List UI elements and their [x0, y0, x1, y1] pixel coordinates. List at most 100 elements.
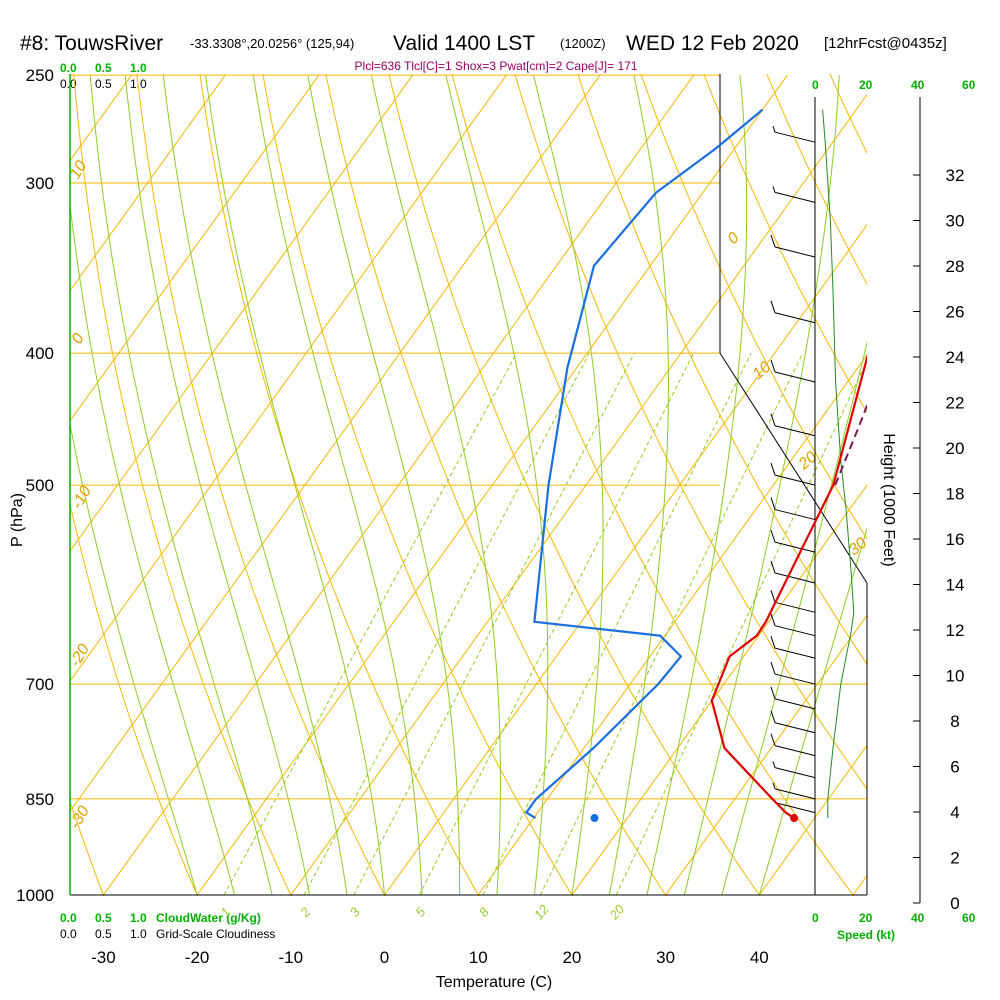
valid-zulu: (1200Z) — [560, 36, 606, 51]
dry-adiabat-line — [882, 51, 1000, 924]
cloudwater-scale-top-2: 1.0 — [130, 61, 147, 75]
wind-barb-flag — [770, 613, 776, 626]
x-tick-label: 10 — [469, 948, 488, 967]
wind-barb-flag — [770, 686, 776, 700]
isotherm-line — [477, 354, 867, 896]
station-coords: -33.3308°,20.0256° (125,94) — [190, 36, 354, 51]
mixing-ratio-line — [615, 359, 867, 896]
wind-barb-flag — [772, 126, 776, 133]
wind-scale-top-0: 0 — [812, 78, 819, 92]
cloudwater-scale-bottom-1: 0.5 — [95, 911, 112, 925]
moist-adiabat-line — [533, 75, 604, 896]
isotherm-label: -10 — [69, 483, 95, 512]
wind-barb-flag — [770, 300, 776, 313]
cloudwater-label: CloudWater (g/Kg) — [156, 911, 261, 925]
dry-adiabat-line — [577, 74, 867, 666]
x-tick-label: -10 — [279, 948, 304, 967]
wind-barb — [774, 509, 816, 521]
dry-adiabat-line — [640, 74, 867, 540]
isotherm-line — [758, 744, 867, 896]
wind-barb — [774, 371, 816, 383]
wind-barb — [774, 767, 816, 779]
mixing-ratio-line — [223, 352, 518, 896]
dry-adiabat-line — [514, 74, 867, 790]
wind-barb — [774, 625, 816, 637]
moist-adiabat-line — [124, 75, 310, 896]
x-tick-label: 0 — [380, 948, 389, 967]
isotherm-line — [665, 614, 867, 896]
moist-adiabat-line — [721, 340, 867, 896]
wind-barb-flag — [770, 661, 776, 675]
wind-barb-flag — [770, 733, 776, 746]
wind-barb-flag — [770, 234, 776, 248]
dry-adiabat-line — [451, 74, 855, 896]
cloudwater-scale-top-0: 0.0 — [60, 61, 77, 75]
height-tick-label: 28 — [946, 257, 965, 276]
dry-adiabat-line — [199, 74, 480, 896]
height-tick-label: 8 — [950, 712, 959, 731]
sounding-params: Plcl=636 Tlcl[C]=1 Shox=3 Pwat[cm]=2 Cap… — [355, 59, 638, 73]
cloudiness-scale-bottom-0: 0.0 — [60, 927, 77, 941]
moist-adiabat-line — [307, 75, 460, 895]
moist-adiabat-line — [608, 75, 669, 896]
wind-barb — [774, 131, 816, 143]
wind-barb-flag — [770, 497, 776, 510]
isotherm-line — [852, 874, 867, 896]
wind-barb — [774, 698, 816, 710]
height-tick-label: 2 — [950, 849, 959, 868]
pressure-tick-label: 250 — [26, 66, 54, 85]
wind-barb-flag — [770, 710, 776, 723]
y-axis-label: P (hPa) — [9, 493, 26, 547]
wind-speed-label: Speed (kt) — [837, 928, 895, 942]
cloudiness-label: Grid-Scale Cloudiness — [156, 927, 275, 941]
dry-adiabat-line — [136, 74, 386, 896]
forecast-info: [12hrFcst@0435z] — [824, 35, 947, 52]
sounding-series — [524, 108, 867, 820]
wind-barb-flag — [770, 359, 776, 373]
dry-adiabat-line — [73, 74, 292, 896]
wind-barb — [774, 572, 816, 584]
wind-barb-flag — [770, 590, 776, 603]
x-tick-label: -20 — [185, 948, 210, 967]
wind-barb — [774, 601, 816, 613]
skew-boundary — [719, 352, 868, 584]
cloudiness-scale-top-0: 0.0 — [60, 77, 77, 91]
moist-adiabat-line — [162, 75, 348, 896]
mixing-ratio-line — [353, 352, 635, 896]
wind-barb — [774, 312, 816, 324]
isotherm-label: 0 — [69, 331, 88, 347]
pressure-tick-label: 400 — [26, 344, 54, 363]
mixing-ratio-label: 2 — [297, 904, 314, 921]
wind-scale-bottom-60: 60 — [962, 911, 976, 925]
pressure-tick-label: 1000 — [16, 886, 54, 905]
dry-adiabat-line — [70, 800, 105, 896]
dry-adiabat-line — [70, 502, 199, 896]
cloudwater-scale-bottom-2: 1.0 — [130, 911, 147, 925]
wind-barb-flag — [770, 560, 776, 574]
height-tick-label: 22 — [946, 394, 965, 413]
wind-scale-bottom-40: 40 — [911, 911, 925, 925]
mixing-ratio-label: 20 — [606, 901, 628, 923]
cloudiness-scale-bottom-1: 0.5 — [95, 927, 112, 941]
isotherm-label: 10 — [67, 158, 91, 182]
moist-adiabat-line — [646, 75, 748, 896]
isotherm-label: 20 — [795, 449, 820, 474]
pressure-tick-label: 850 — [26, 790, 54, 809]
axes: -30 -20 -10 0 10 20 30 402503004005007008501000… — [16, 66, 964, 967]
dry-adiabat-line — [703, 74, 867, 414]
moist-adiabat-line — [252, 75, 423, 896]
cloudwater-scale-top-1: 0.5 — [95, 61, 112, 75]
wind-barb — [774, 722, 816, 734]
height-tick-label: 10 — [946, 667, 965, 686]
wind-barb-flag — [770, 413, 776, 426]
x-tick-label: 40 — [750, 948, 769, 967]
height-tick-label: 18 — [946, 485, 965, 504]
moist-adiabat-line — [70, 421, 198, 896]
height-tick-label: 26 — [946, 303, 965, 322]
height-axis-label: Height (1000 Feet) — [880, 433, 897, 566]
height-tick-label: 32 — [946, 166, 965, 185]
height-tick-label: 12 — [946, 621, 965, 640]
wind-barb — [774, 788, 816, 800]
valid-date: WED 12 Feb 2020 — [626, 32, 799, 55]
